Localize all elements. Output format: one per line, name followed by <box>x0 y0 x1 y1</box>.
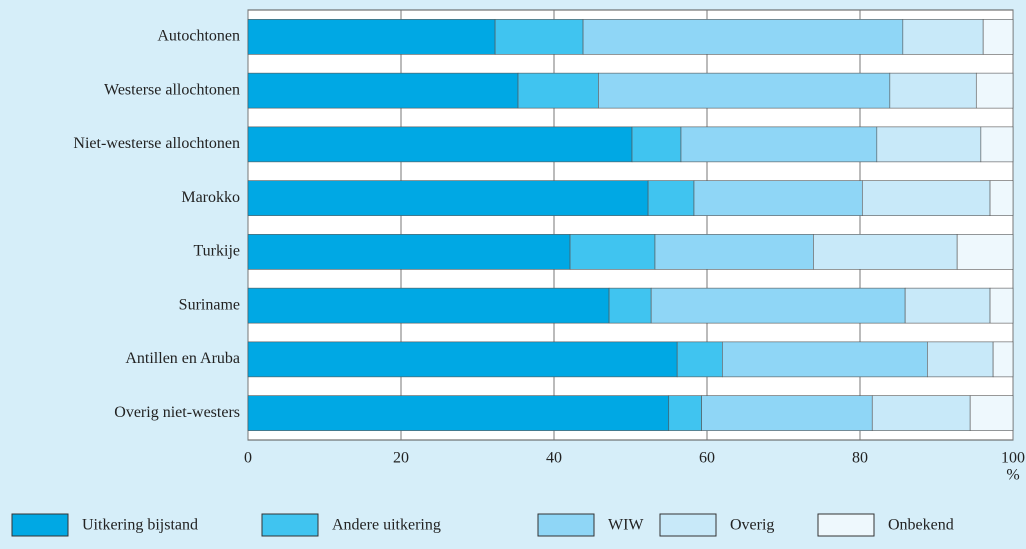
legend-swatch <box>261 513 319 537</box>
bar-segment <box>647 180 695 216</box>
bar-segment <box>247 180 649 216</box>
bar-segment <box>721 341 928 378</box>
bar-segment <box>608 287 652 324</box>
bar-segment <box>631 126 682 163</box>
bar-segment <box>247 126 633 163</box>
bar-segment <box>989 287 1014 324</box>
bar-segment <box>876 126 982 163</box>
bar-segment <box>902 19 984 55</box>
bar-segment <box>650 287 906 324</box>
bar-segment <box>693 180 863 216</box>
legend-label: Uitkering bijstand <box>82 517 198 534</box>
x-tick-label: 100 <box>1001 450 1025 467</box>
bar-segment <box>569 234 656 270</box>
bar-segment <box>494 19 584 55</box>
y-tick-label: Westerse allochtonen <box>104 81 240 98</box>
bar-segment <box>582 19 904 55</box>
bar-segment <box>871 395 971 431</box>
y-tick-label: Turkije <box>193 243 240 260</box>
bar-segment <box>975 72 1014 109</box>
bar-segment <box>969 395 1014 431</box>
bar-segment <box>247 341 678 378</box>
legend-swatch <box>659 513 717 537</box>
bar-segment <box>676 341 723 378</box>
bar-segment <box>701 395 873 431</box>
bar-segment <box>904 287 991 324</box>
x-tick-label: 40 <box>546 450 562 467</box>
bar-segment <box>247 19 496 55</box>
bar-segment <box>247 72 519 109</box>
bar-segment <box>889 72 977 109</box>
bar-segment <box>989 180 1014 216</box>
y-tick-label: Autochtonen <box>157 28 240 45</box>
legend-label: Overig <box>730 517 774 534</box>
bar-segment <box>598 72 891 109</box>
y-tick-label: Niet-westerse allochtonen <box>73 135 240 152</box>
bar-segment <box>813 234 958 270</box>
bar-segment <box>247 234 571 270</box>
bar-segment <box>517 72 599 109</box>
bar-segment <box>680 126 878 163</box>
bar-segment <box>247 395 670 431</box>
y-tick-label: Antillen en Aruba <box>125 350 240 367</box>
legend-swatch <box>817 513 875 537</box>
bar-segment <box>247 287 610 324</box>
x-tick-label: 0 <box>244 450 252 467</box>
legend-swatch <box>537 513 595 537</box>
legend-label: Andere uitkering <box>332 517 441 534</box>
bar-segment <box>980 126 1014 163</box>
x-axis-label: % <box>1006 467 1019 484</box>
y-tick-label: Overig niet-westers <box>114 404 240 421</box>
bar-segment <box>654 234 814 270</box>
legend-label: Onbekend <box>888 517 954 534</box>
legend-swatch <box>11 513 69 537</box>
y-tick-label: Marokko <box>181 189 240 206</box>
bar-segment <box>861 180 991 216</box>
x-tick-label: 60 <box>699 450 715 467</box>
bar-segment <box>927 341 994 378</box>
bar-segment <box>668 395 702 431</box>
x-tick-label: 20 <box>393 450 409 467</box>
x-tick-label: 80 <box>852 450 868 467</box>
bar-segment <box>992 341 1014 378</box>
bar-segment <box>982 19 1014 55</box>
legend-label: WIW <box>608 517 644 534</box>
y-tick-label: Suriname <box>179 296 240 313</box>
bar-segment <box>956 234 1014 270</box>
